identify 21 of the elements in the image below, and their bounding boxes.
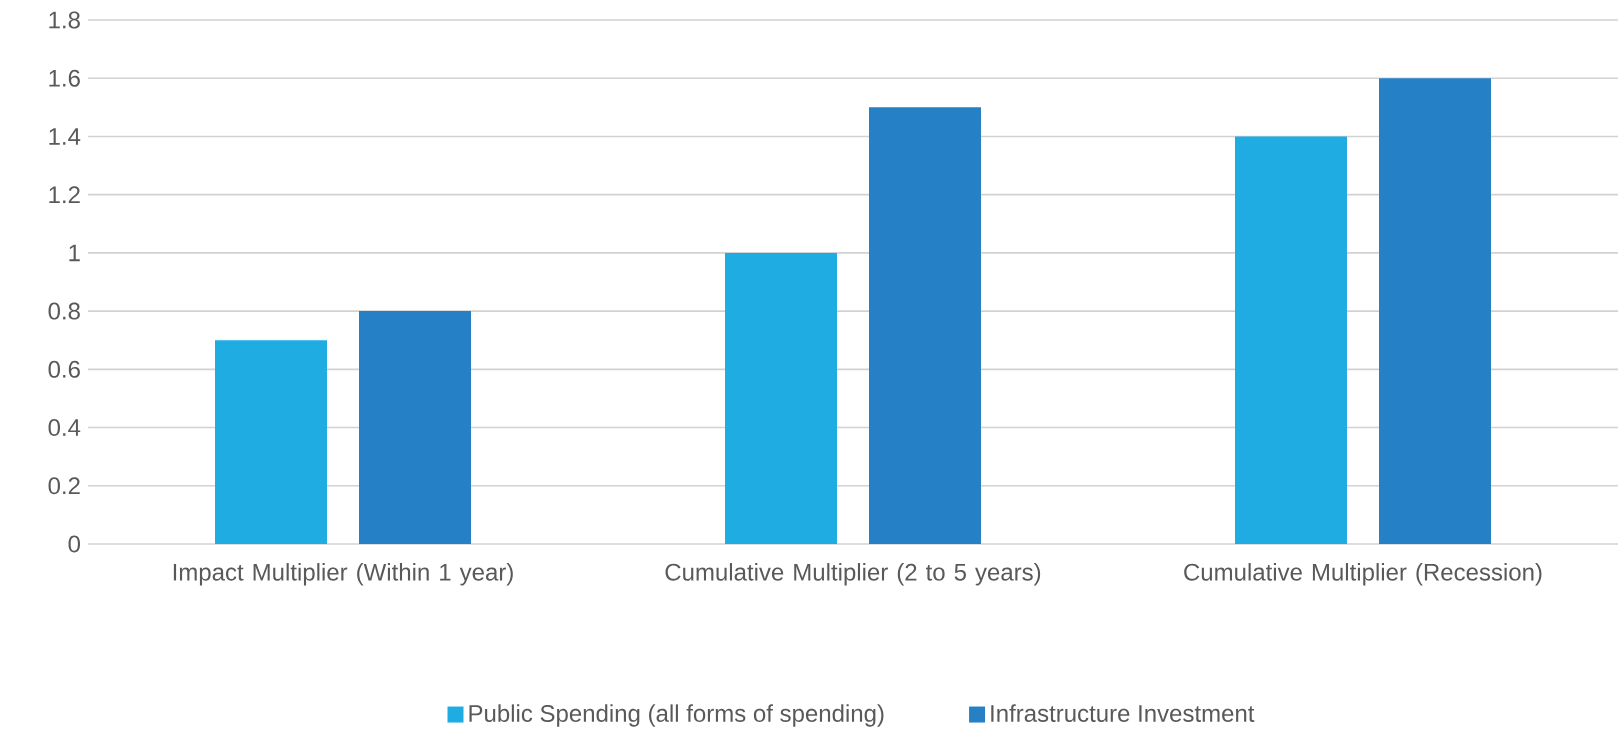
bar <box>1234 136 1347 544</box>
y-tick-label: 1.2 <box>49 186 80 204</box>
bar <box>359 311 472 544</box>
y-tick-label: 0.8 <box>48 302 80 320</box>
bar <box>725 252 837 544</box>
y-tick-label: 0.6 <box>48 360 80 378</box>
y-tick-label: 1 <box>69 244 80 262</box>
x-tick-label: Impact Multiplier (Within 1 year) <box>173 563 513 586</box>
y-tick-label: 1.4 <box>49 128 81 145</box>
x-tick-label: Cumulative Multiplier (Recession) <box>1184 563 1542 586</box>
x-tick-label: Cumulative Multiplier (2 to 5 years) <box>665 563 1041 586</box>
bar <box>215 340 328 544</box>
bar <box>869 107 981 544</box>
y-tick-label: 1.8 <box>49 11 80 29</box>
bar <box>1379 78 1491 544</box>
legend-label: Public Spending (all forms of spending) <box>469 704 884 727</box>
y-tick-label: 0 <box>68 535 81 553</box>
y-tick-label: 0.4 <box>48 419 81 437</box>
legend-label: Infrastructure Investment <box>991 704 1255 722</box>
y-tick-label: 0.2 <box>48 477 80 495</box>
y-tick-label: 1.6 <box>49 69 80 87</box>
